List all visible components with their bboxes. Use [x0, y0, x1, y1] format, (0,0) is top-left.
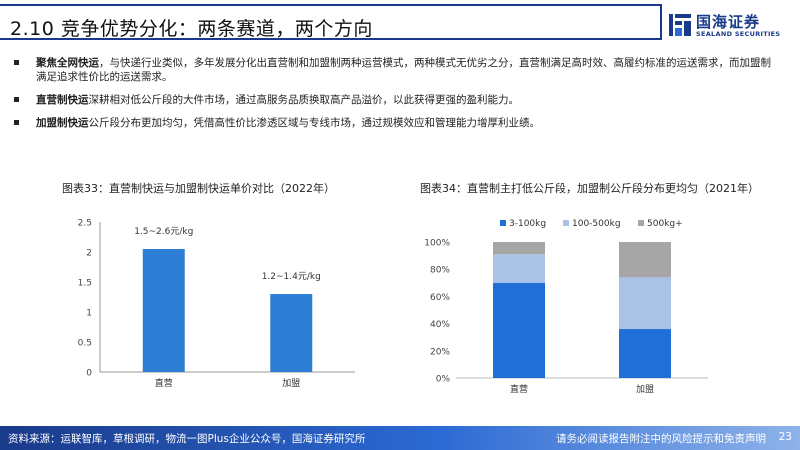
legend-swatch	[500, 220, 506, 226]
logo-text-cn: 国海证券	[696, 13, 761, 31]
bullet-text: ，与快递行业类似，多年发展分化出直营制和加盟制两种运营模式，两种模式无优劣之分，…	[36, 57, 771, 83]
stacked-bar-segment	[493, 282, 545, 378]
y-tick-label: 1.5	[78, 279, 92, 289]
bullet-item: 加盟制快运公斤段分布更加均匀，凭借高性价比渗透区域与专线市场，通过规模效应和管理…	[14, 116, 774, 130]
bullet-square-icon	[14, 120, 19, 125]
bullet-text: 公斤段分布更加均匀，凭借高性价比渗透区域与专线市场，通过规模效应和管理能力增厚利…	[88, 117, 541, 129]
bullet-square-icon	[14, 60, 19, 65]
y-tick-label: 2	[86, 249, 92, 259]
footer-source: 资料来源：运联智库，草根调研，物流一图Plus企业公众号，国海证券研究所	[8, 433, 366, 445]
y-tick-label: 1	[86, 309, 92, 319]
bullet-heading: 直营制快运	[36, 94, 89, 106]
bullet-heading: 加盟制快运	[36, 117, 89, 129]
legend-swatch	[563, 220, 569, 226]
bullet-square-icon	[14, 97, 19, 102]
x-tick-label: 直营	[510, 383, 528, 395]
logo-icon	[669, 14, 691, 36]
logo: 国海证券 SEALAND SECURITIES	[668, 10, 796, 44]
y-tick-label: 80%	[430, 266, 450, 276]
legend-label: 100-500kg	[572, 219, 621, 229]
bullet-heading: 聚焦全网快运	[36, 57, 99, 69]
footer-bar: 资料来源：运联智库，草根调研，物流一图Plus企业公众号，国海证券研究所 请务必…	[0, 426, 800, 450]
y-tick-label: 40%	[430, 320, 450, 330]
bullet-item: 聚焦全网快运，与快递行业类似，多年发展分化出直营制和加盟制两种运营模式，两种模式…	[14, 56, 774, 84]
y-tick-label: 0%	[436, 375, 451, 385]
y-tick-label: 0	[86, 369, 92, 379]
bullet-item: 直营制快运深耕相对低公斤段的大件市场，通过高服务品质换取高产品溢价，以此获得更强…	[14, 93, 774, 107]
x-tick-label: 加盟	[282, 378, 300, 389]
x-tick-label: 加盟	[636, 384, 654, 395]
page-title: 2.10 竞争优势分化：两条赛道，两个方向	[10, 18, 373, 40]
chart-34-weight-distribution: 0% 20% 40% 60% 80% 100% 3-100kg 100-500kg 500kg+…	[424, 219, 708, 395]
logo-text-en: SEALAND SECURITIES	[696, 30, 781, 38]
footer-disclaimer: 请务必阅读报告附注中的风险提示和免责声明	[556, 433, 766, 445]
y-tick-label: 60%	[430, 293, 450, 303]
chart-33-title: 图表33：直营制快运与加盟制快运单价对比（2022年）	[62, 182, 335, 195]
y-tick-label: 20%	[430, 347, 450, 357]
bullet-list: 聚焦全网快运，与快递行业类似，多年发展分化出直营制和加盟制两种运营模式，两种模式…	[14, 56, 774, 139]
stacked-bar-segment	[619, 277, 671, 330]
chart-34-title: 图表34：直营制主打低公斤段，加盟制公斤段分布更均匀（2021年）	[420, 182, 759, 195]
y-tick-label: 100%	[424, 239, 450, 249]
title-frame: 2.10 竞争优势分化：两条赛道，两个方向	[0, 4, 662, 40]
data-label: 1.2~1.4元/kg	[262, 272, 321, 282]
x-tick-label: 直营	[155, 377, 173, 389]
stacked-bar-segment	[619, 329, 671, 378]
stacked-bar-segment	[619, 242, 671, 278]
page-number: 23	[778, 431, 792, 443]
stacked-bar-segment	[493, 242, 545, 255]
y-tick-label: 2.5	[78, 219, 92, 229]
chart-33-unit-price: 0 0.5 1 1.5 2 2.5 1.5~2.6元/kg 直营 1.2~1.4元/kg 加盟	[78, 219, 355, 389]
bullet-text: 深耕相对低公斤段的大件市场，通过高服务品质换取高产品溢价，以此获得更强的盈利能力…	[88, 94, 520, 106]
data-label: 1.5~2.6元/kg	[134, 227, 193, 237]
legend-label: 500kg+	[647, 219, 683, 229]
y-tick-label: 0.5	[78, 339, 92, 349]
bar	[270, 294, 313, 372]
bar	[142, 249, 185, 372]
legend-swatch	[638, 220, 644, 226]
legend-label: 3-100kg	[509, 219, 546, 229]
stacked-bar-segment	[493, 254, 545, 283]
